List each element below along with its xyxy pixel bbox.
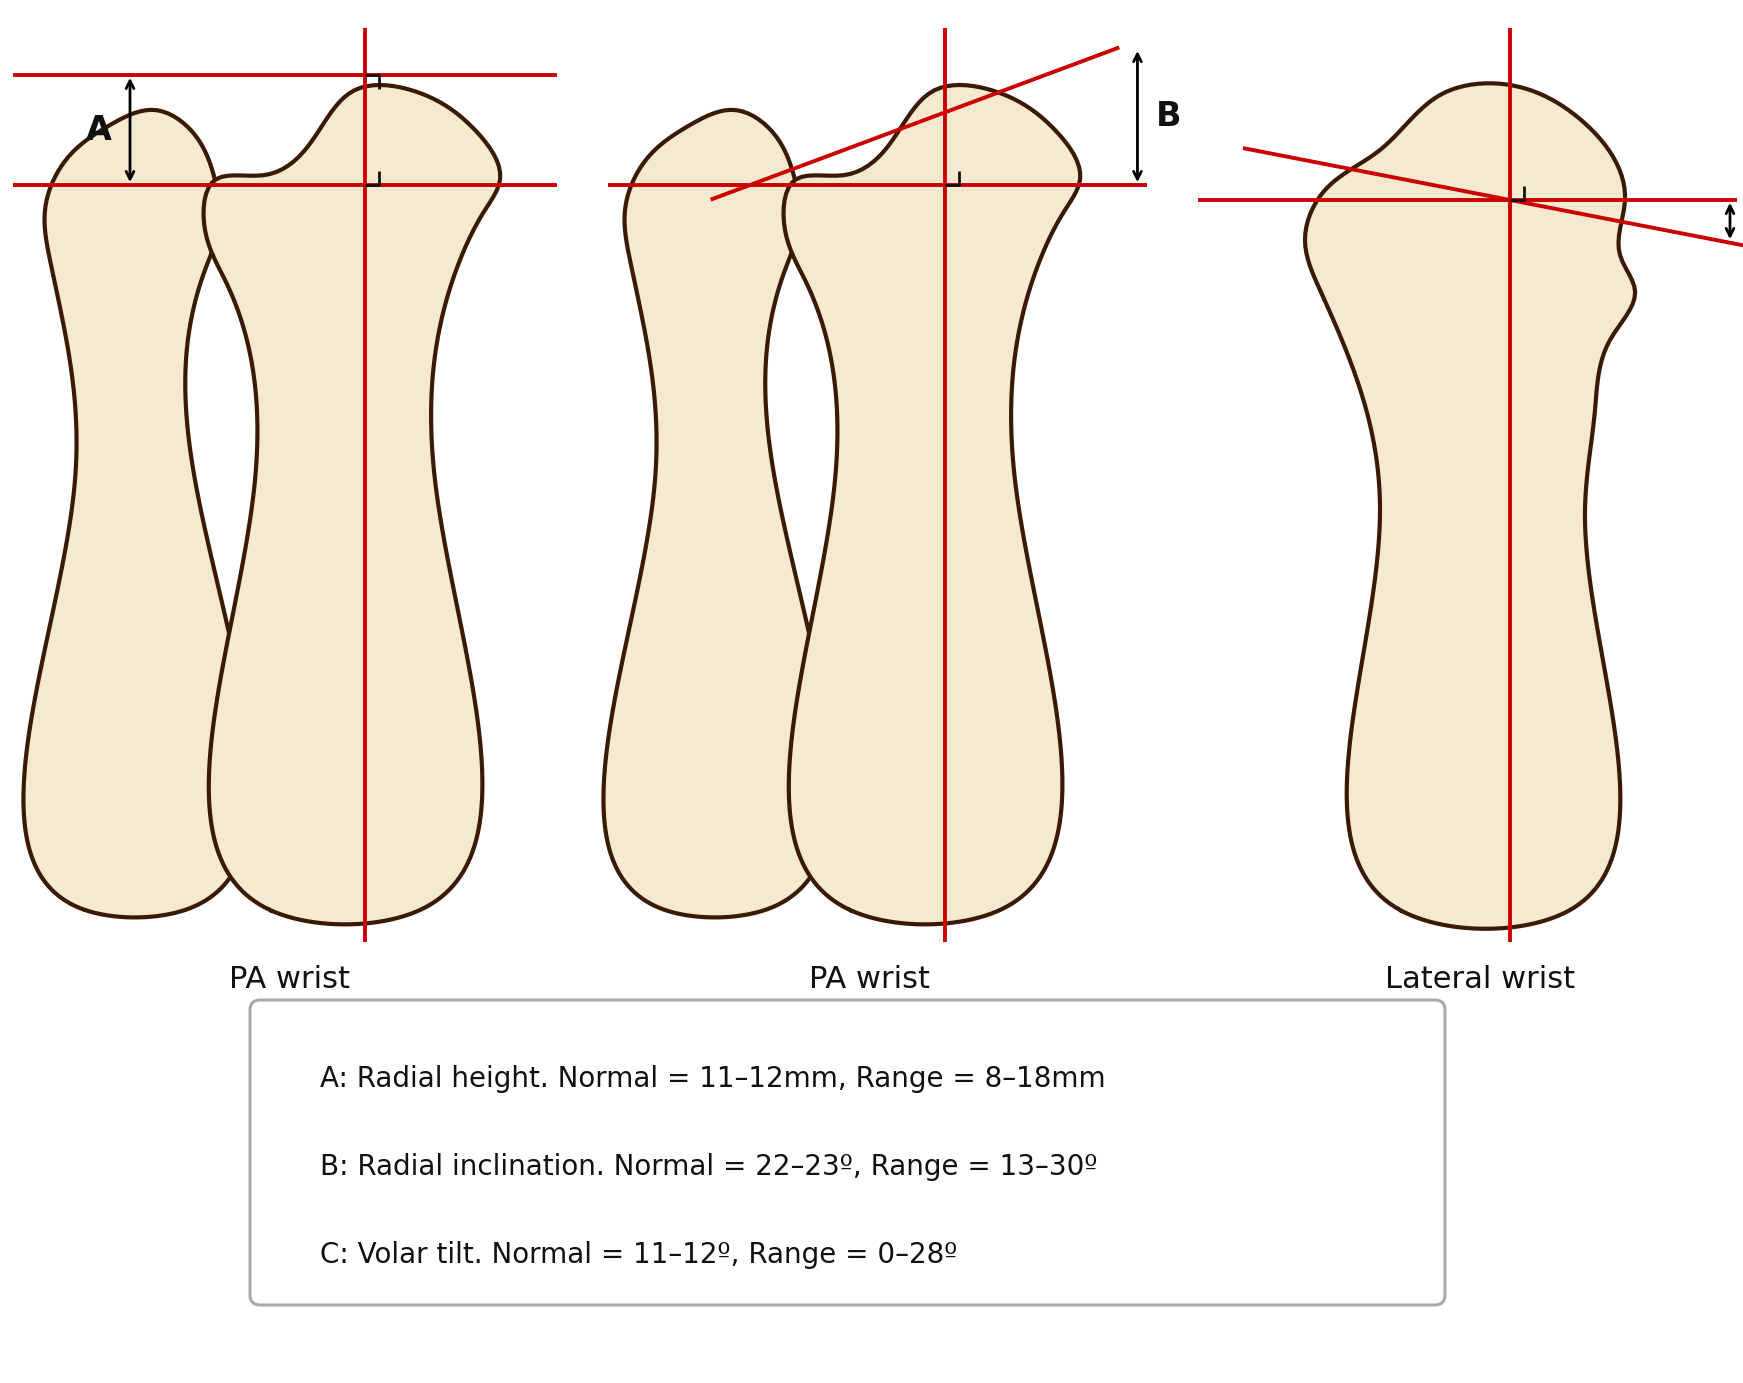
Text: Lateral wrist: Lateral wrist — [1386, 965, 1576, 994]
Text: PA wrist: PA wrist — [809, 965, 931, 994]
Polygon shape — [603, 109, 831, 917]
Polygon shape — [784, 84, 1081, 924]
Text: A: Radial height. Normal = 11–12mm, Range = 8–18mm: A: Radial height. Normal = 11–12mm, Rang… — [321, 1065, 1105, 1093]
Text: B: Radial inclination. Normal = 22–23º, Range = 13–30º: B: Radial inclination. Normal = 22–23º, … — [321, 1153, 1098, 1181]
Text: A: A — [85, 113, 112, 147]
Polygon shape — [23, 109, 253, 917]
Text: PA wrist: PA wrist — [230, 965, 350, 994]
Text: B: B — [1156, 100, 1182, 133]
Text: C: Volar tilt. Normal = 11–12º, Range = 0–28º: C: Volar tilt. Normal = 11–12º, Range = … — [321, 1241, 957, 1270]
FancyBboxPatch shape — [249, 1000, 1445, 1306]
Polygon shape — [1306, 83, 1635, 929]
Polygon shape — [204, 84, 500, 924]
